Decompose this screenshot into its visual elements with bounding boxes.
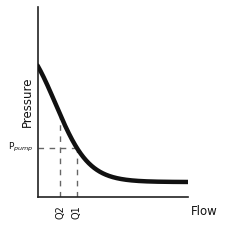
Text: Q1: Q1: [72, 205, 82, 219]
Y-axis label: Pressure: Pressure: [20, 77, 33, 127]
Text: Q2: Q2: [55, 205, 65, 219]
Text: Flow: Flow: [191, 205, 218, 218]
Text: P$_{pump}$: P$_{pump}$: [8, 141, 33, 154]
